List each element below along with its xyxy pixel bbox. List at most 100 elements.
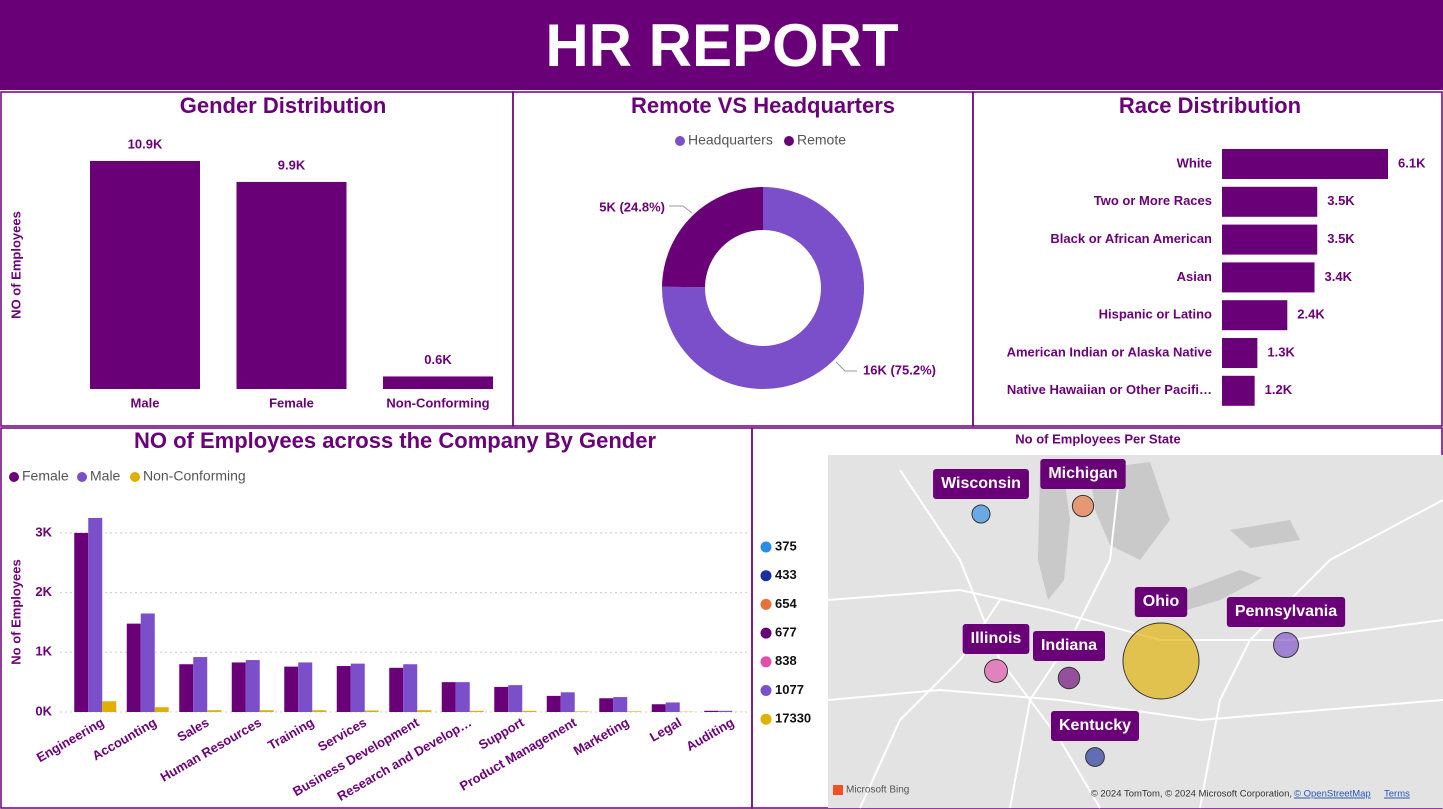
map-terms[interactable]: Terms — [1384, 789, 1410, 800]
state-label: Michigan — [1040, 459, 1126, 489]
bar — [126, 623, 141, 712]
legend-label: 677 — [775, 625, 797, 640]
logo-squares — [833, 785, 843, 795]
bar — [494, 686, 509, 712]
state-bubble — [1273, 632, 1299, 658]
map-logo: Microsoft Bing — [846, 785, 909, 796]
y-tick-label: 1K — [35, 644, 52, 659]
state-name: Kentucky — [1059, 717, 1131, 734]
data-label: 3.5K — [1327, 193, 1355, 208]
state-label-box — [1134, 587, 1188, 617]
bar — [1222, 375, 1255, 406]
bar — [231, 662, 246, 712]
y-tick-label: Native Hawaiian or Other Pacifi… — [1007, 382, 1212, 397]
bar — [154, 707, 169, 712]
legend-label: Non-Conforming — [143, 468, 246, 484]
state-name: Indiana — [1041, 637, 1097, 654]
map-attribution: © 2024 TomTom, © 2024 Microsoft Corporat… — [1091, 789, 1292, 800]
legend-marker — [760, 570, 772, 582]
legend-label: 1077 — [775, 682, 804, 697]
bar — [651, 704, 666, 712]
legend-marker — [760, 713, 772, 725]
bar — [613, 697, 628, 712]
bar — [1222, 186, 1318, 217]
state-name: Pennsylvania — [1235, 603, 1337, 620]
y-tick-label: Hispanic or Latino — [1099, 307, 1212, 322]
bar — [1222, 224, 1318, 255]
legend-label: Female — [22, 468, 69, 484]
x-tick-label: Female — [269, 395, 314, 410]
data-label: 6.1K — [1398, 155, 1426, 170]
x-tick-label: Male — [131, 395, 160, 410]
legend-marker — [760, 627, 772, 639]
bar — [193, 657, 208, 712]
data-label: 1.2K — [1265, 382, 1293, 397]
bar — [245, 660, 260, 712]
bar — [1222, 338, 1258, 368]
y-tick-label: Asian — [1177, 269, 1212, 284]
bar — [441, 682, 456, 712]
state-bubble — [1085, 747, 1105, 767]
state-label: Kentucky — [1050, 711, 1140, 741]
map-attribution-link[interactable]: © OpenStreetMap — [1294, 789, 1371, 800]
y-tick-label: White — [1177, 155, 1212, 170]
legend-marker — [784, 136, 794, 146]
x-tick-label: Sales — [175, 715, 212, 745]
chart-title: Race Distribution — [1119, 93, 1301, 118]
state-label-box — [962, 624, 1030, 654]
data-label: 3.4K — [1325, 269, 1353, 284]
legend-marker — [77, 472, 87, 482]
state-name: Illinois — [971, 630, 1022, 647]
bar — [403, 664, 418, 712]
bar — [718, 710, 733, 712]
bar — [383, 376, 493, 389]
data-label: 10.9K — [128, 136, 163, 151]
legend-marker — [760, 598, 772, 610]
data-label: 0.6K — [424, 352, 452, 367]
bar — [207, 710, 222, 712]
bar — [236, 181, 347, 389]
y-axis-label: No of Employees — [8, 559, 23, 664]
x-tick-label: Legal — [647, 715, 684, 745]
x-tick-label: Human Resources — [158, 715, 264, 785]
bar — [627, 711, 642, 712]
legend-label: 654 — [775, 596, 797, 611]
bar — [74, 532, 89, 712]
legend-marker — [760, 656, 772, 668]
bar — [364, 710, 379, 712]
legend-marker — [760, 541, 772, 553]
state-bubble — [971, 504, 991, 524]
bar — [102, 701, 117, 712]
legend-label: 433 — [775, 567, 797, 582]
map-background — [827, 455, 1443, 809]
data-label: 2.4K — [1297, 307, 1325, 322]
state-label-box — [1032, 631, 1106, 661]
bar — [179, 664, 194, 712]
data-label: 1.3K — [1267, 344, 1295, 359]
bar — [336, 666, 351, 712]
state-bubble — [1071, 494, 1095, 518]
header-bar — [0, 0, 1443, 90]
legend-label: Remote — [797, 132, 846, 148]
report-title: HR REPORT — [545, 12, 898, 79]
chart-title: No of Employees Per State — [1015, 431, 1180, 446]
bar — [140, 613, 155, 712]
y-tick-label: American Indian or Alaska Native — [1007, 344, 1212, 359]
legend-label: 17330 — [775, 711, 811, 726]
bar — [665, 702, 680, 712]
bar — [704, 710, 719, 712]
donut-slice — [662, 187, 763, 288]
bar — [508, 685, 523, 712]
chart-title: Gender Distribution — [180, 93, 387, 118]
y-tick-label: Two or More Races — [1094, 193, 1212, 208]
leader-lines — [669, 205, 857, 372]
bar — [574, 711, 589, 712]
data-label: 5K (24.8%) — [599, 199, 665, 214]
y-tick-label: 0K — [35, 703, 52, 718]
bar — [417, 710, 432, 712]
bar — [546, 695, 561, 712]
data-label: 9.9K — [278, 157, 306, 172]
state-bubble — [984, 659, 1008, 683]
legend-marker — [675, 136, 685, 146]
